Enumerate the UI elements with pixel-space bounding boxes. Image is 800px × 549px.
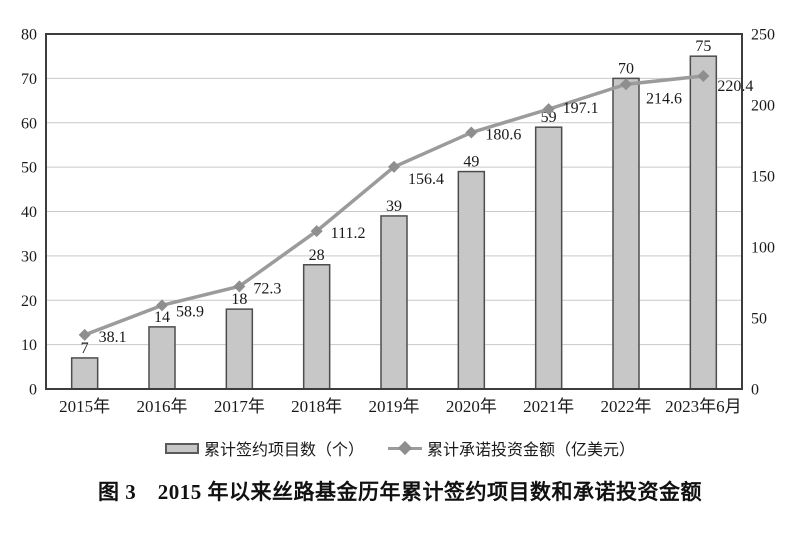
line-marker-2022年 bbox=[620, 78, 632, 91]
legend-bar-label: 累计签约项目数（个） bbox=[203, 442, 364, 459]
left-axis-label-40: 40 bbox=[21, 204, 37, 221]
line-value-label-2019年: 156.4 bbox=[408, 171, 444, 188]
line-value-label-2020年: 180.6 bbox=[485, 127, 521, 144]
line-marker-2020年 bbox=[465, 126, 478, 139]
bar-2018年 bbox=[302, 264, 331, 390]
line-value-label-2021年: 197.1 bbox=[563, 100, 599, 117]
line-value-label-2017年: 72.3 bbox=[253, 280, 281, 297]
right-axis-label-0: 0 bbox=[751, 382, 759, 399]
x-axis-label-2017年: 2017年 bbox=[214, 397, 265, 416]
diamond-marker-icon bbox=[397, 440, 413, 456]
left-axis-label-30: 30 bbox=[21, 248, 37, 265]
bar-value-label-2022年: 70 bbox=[618, 60, 634, 77]
bar-value-label-2017年: 18 bbox=[231, 291, 247, 308]
bar-2022年 bbox=[612, 77, 640, 390]
right-axis-label-200: 200 bbox=[751, 98, 775, 115]
line-value-label-2022年: 214.6 bbox=[646, 90, 682, 107]
bar-value-label-2016年: 14 bbox=[154, 309, 170, 326]
line-marker-2023年6月 bbox=[697, 70, 710, 83]
line-marker-2016年 bbox=[156, 299, 168, 312]
x-axis-label-2018年: 2018年 bbox=[291, 397, 342, 416]
line-marker-2017年 bbox=[233, 280, 246, 293]
right-axis-label-50: 50 bbox=[751, 311, 767, 328]
legend-item-investment: 累计承诺投资金额（亿美元） bbox=[388, 436, 635, 460]
legend-item-projects: 累计签约项目数（个） bbox=[164, 436, 364, 460]
x-axis-label-2022年: 2022年 bbox=[601, 397, 652, 416]
x-axis-label-2023年6月: 2023年6月 bbox=[665, 397, 742, 416]
right-axis-label-150: 150 bbox=[751, 169, 775, 186]
bar-2019年 bbox=[380, 215, 408, 390]
bar-series-swatch-icon bbox=[164, 442, 199, 454]
left-axis-label-0: 0 bbox=[29, 382, 37, 399]
left-axis-label-70: 70 bbox=[21, 71, 37, 88]
x-axis-label-2016年: 2016年 bbox=[137, 397, 188, 416]
plot-frame bbox=[45, 33, 743, 390]
x-axis-label-2019年: 2019年 bbox=[369, 397, 420, 416]
line-marker-2018年 bbox=[310, 225, 323, 238]
bar-2015年 bbox=[70, 357, 99, 390]
legend: 累计签约项目数（个） 累计承诺投资金额（亿美元） bbox=[0, 436, 800, 460]
left-axis-label-80: 80 bbox=[21, 27, 37, 44]
left-axis-label-10: 10 bbox=[21, 337, 37, 354]
chart-canvas: 7 14 18 28 39 49 59 70 75 38.1 58.9 72.3 111.2 156.4 1… bbox=[21, 27, 775, 417]
line-value-label-2018年: 111.2 bbox=[331, 225, 366, 242]
bar-2023年6月 bbox=[689, 55, 718, 390]
bar-2016年 bbox=[148, 326, 176, 390]
line-value-label-2016年: 58.9 bbox=[176, 303, 204, 320]
left-axis-label-50: 50 bbox=[21, 160, 37, 177]
bar-2020年 bbox=[457, 170, 486, 390]
figure-caption: 图 3 2015 年以来丝路基金历年累计签约项目数和承诺投资金额 bbox=[98, 480, 702, 504]
left-axis-label-20: 20 bbox=[21, 293, 37, 310]
x-axis-label-2015年: 2015年 bbox=[59, 397, 110, 416]
line-marker-2021年 bbox=[542, 103, 555, 116]
bar-value-label-2019年: 39 bbox=[386, 198, 402, 215]
bar-2021年 bbox=[534, 126, 563, 390]
right-axis-label-250: 250 bbox=[751, 27, 775, 44]
x-axis-label-2020年: 2020年 bbox=[446, 397, 497, 416]
line-series-swatch-icon bbox=[388, 440, 422, 456]
line-marker-2015年 bbox=[78, 328, 91, 341]
bar-value-label-2023年6月: 75 bbox=[695, 38, 711, 55]
right-axis-label-100: 100 bbox=[751, 240, 775, 257]
bar-value-label-2021年: 59 bbox=[541, 109, 557, 126]
line-marker-2019年 bbox=[388, 160, 400, 173]
bar-value-label-2015年: 7 bbox=[81, 340, 89, 357]
bar-value-label-2020年: 49 bbox=[463, 154, 479, 171]
x-axis-label-2021年: 2021年 bbox=[523, 397, 574, 416]
line-value-label-2015年: 38.1 bbox=[99, 329, 127, 346]
bar-value-label-2018年: 28 bbox=[309, 247, 325, 264]
legend-line-label: 累计承诺投资金额（亿美元） bbox=[427, 442, 636, 459]
bar-2017年 bbox=[225, 308, 254, 390]
line-value-label-2023年6月: 220.4 bbox=[717, 78, 753, 95]
left-axis-label-60: 60 bbox=[21, 115, 37, 132]
